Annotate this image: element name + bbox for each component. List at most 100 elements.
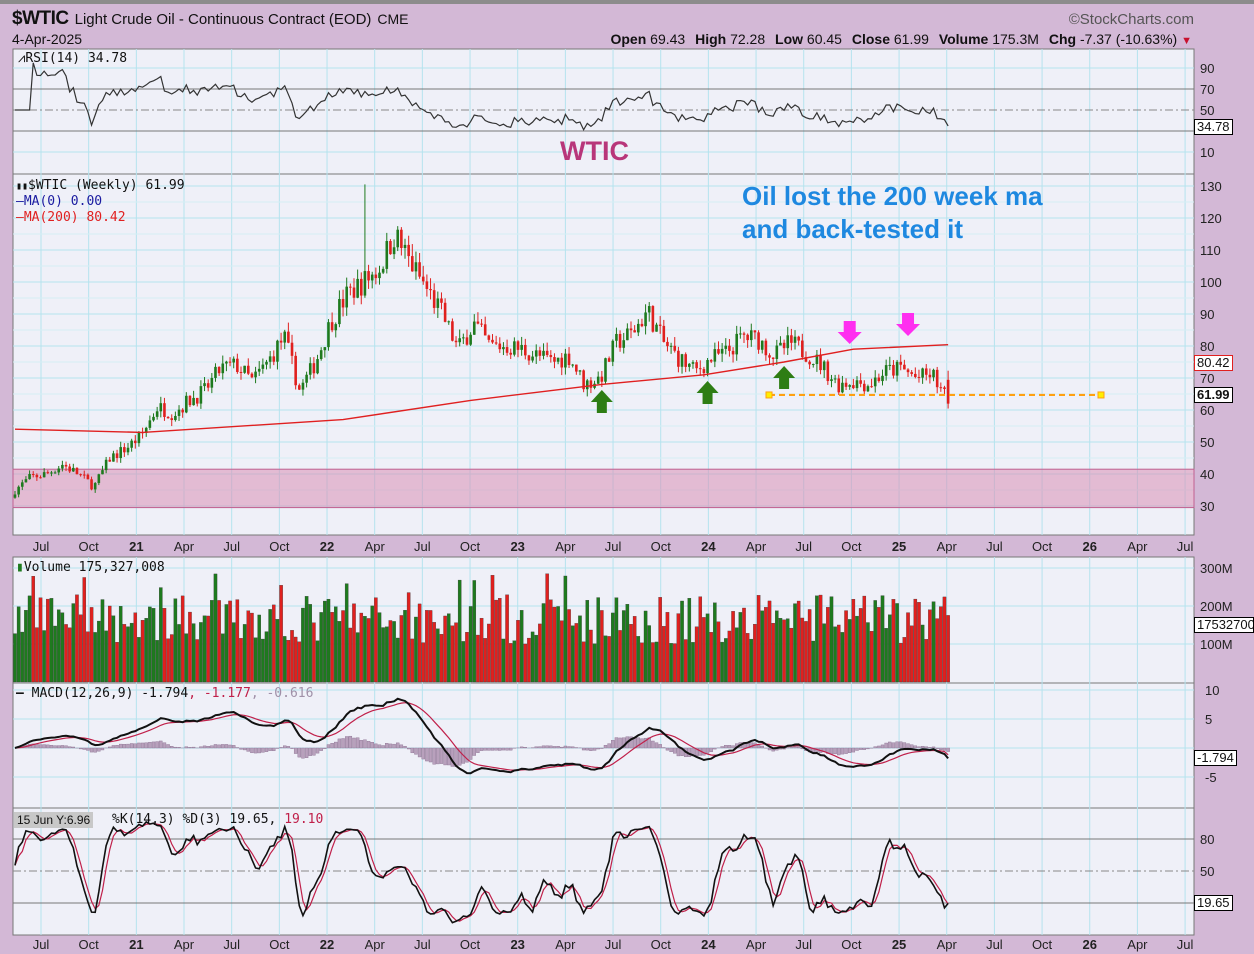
volume-bar	[552, 606, 557, 683]
x-axis-label: Oct	[269, 937, 290, 952]
macd-histogram-bar	[487, 747, 491, 751]
x-axis-label: 26	[1083, 539, 1097, 554]
x-axis-label: Jul	[223, 937, 240, 952]
macd-histogram-bar	[93, 747, 97, 753]
volume-bar	[392, 621, 396, 683]
macd-histogram-bar	[301, 747, 305, 759]
macd-histogram-bar	[191, 746, 196, 749]
exchange: CME	[377, 11, 409, 27]
macd-histogram-bar	[330, 743, 334, 749]
macd-histogram-bar	[891, 742, 896, 749]
x-axis-label: Apr	[174, 539, 195, 554]
macd-histogram-bar	[651, 740, 655, 749]
price-candle	[884, 365, 888, 376]
price-candle	[82, 474, 86, 476]
up-arrow-icon	[590, 390, 613, 413]
price-candle	[742, 333, 746, 335]
low-label: Low	[775, 31, 804, 47]
chart-date: 4-Apr-2025	[12, 31, 83, 47]
price-candle	[166, 416, 170, 419]
volume-bar	[16, 606, 21, 683]
price-candle	[24, 479, 28, 483]
brand-link[interactable]: ©StockCharts.com	[1068, 11, 1194, 28]
volume-bar	[614, 597, 619, 683]
macd-histogram-bar	[67, 746, 72, 749]
macd-histogram-bar	[534, 746, 538, 749]
price-candle	[899, 361, 903, 365]
price-candle	[538, 350, 542, 356]
price-label-text: $WTIC (Weekly) 61.99	[28, 178, 185, 193]
macd-histogram-bar	[884, 742, 888, 749]
macd-histogram-bar	[607, 743, 611, 749]
price-candle	[432, 290, 436, 308]
x-axis-label: Apr	[746, 539, 767, 554]
volume-bar	[738, 612, 743, 683]
price-candle	[316, 359, 319, 374]
price-candle	[669, 345, 673, 347]
x-axis-label: 26	[1083, 937, 1097, 952]
price-candle	[349, 286, 352, 288]
volume-tick: 200M	[1200, 599, 1233, 614]
volume-bar	[767, 600, 772, 683]
price-candle	[163, 403, 166, 417]
macd-histogram-bar	[629, 736, 633, 749]
volume-bar	[122, 624, 127, 683]
volume-bar	[563, 575, 568, 683]
x-axis-label: Jul	[795, 539, 812, 554]
low-value: 60.45	[806, 31, 842, 47]
volume-bar	[640, 642, 644, 683]
volume-icon: ▮	[16, 560, 24, 575]
macd-histogram-bar	[89, 747, 94, 753]
macd-histogram-bar	[224, 744, 229, 749]
price-candle	[914, 373, 917, 377]
macd-histogram-bar	[341, 738, 345, 749]
macd-histogram-bar	[115, 745, 119, 749]
price-candle	[771, 357, 775, 359]
volume-bar	[596, 597, 600, 683]
price-candle	[414, 262, 418, 272]
ohlc-summary: Open 69.43 High 72.28 Low 60.45 Close 61…	[604, 31, 1192, 47]
price-candle	[243, 365, 246, 373]
price-candle	[123, 447, 126, 453]
price-candle	[447, 321, 451, 323]
macd-histogram-bar	[760, 745, 764, 749]
x-axis-label: Jul	[414, 539, 431, 554]
volume-bar	[898, 642, 903, 683]
macd-histogram-bar	[217, 744, 221, 749]
price-tick: 30	[1200, 499, 1214, 514]
down-arrow-icon	[896, 313, 921, 336]
x-axis-label: Oct	[460, 539, 481, 554]
macd-histogram-bar	[833, 747, 837, 755]
high-value: 72.28	[730, 31, 766, 47]
price-candle	[75, 467, 79, 475]
macd-signal-value: , -1.177	[188, 686, 251, 701]
volume-bar	[315, 640, 320, 683]
volume-bar	[180, 595, 185, 683]
volume-bar	[727, 630, 732, 683]
x-axis-label: Jul	[1177, 539, 1194, 554]
annotation-note: Oil lost the 200 week ma and back-tested …	[742, 180, 1043, 246]
macd-histogram-bar	[665, 747, 670, 751]
price-candle	[870, 386, 873, 388]
price-candle	[188, 395, 192, 406]
price-candle	[830, 379, 833, 382]
price-candle	[352, 287, 356, 298]
macd-histogram-bar	[319, 747, 323, 751]
volume-bar	[115, 642, 119, 683]
macd-histogram-bar	[108, 746, 112, 749]
macd-value: MACD(12,26,9) -1.794	[31, 686, 189, 701]
price-candle	[888, 364, 892, 366]
macd-histogram-bar	[727, 744, 732, 749]
ma200-text: MA(200) 80.42	[23, 210, 126, 225]
macd-histogram-bar	[855, 747, 859, 751]
x-axis-label: Oct	[1032, 539, 1053, 554]
volume-bar	[93, 632, 97, 683]
volume-bar	[581, 641, 586, 683]
price-candle	[308, 363, 312, 375]
price-candle	[425, 281, 429, 289]
price-candle	[378, 272, 381, 279]
price-candle	[319, 350, 323, 360]
volume-bar	[498, 598, 502, 683]
x-axis-label: 21	[129, 937, 143, 952]
